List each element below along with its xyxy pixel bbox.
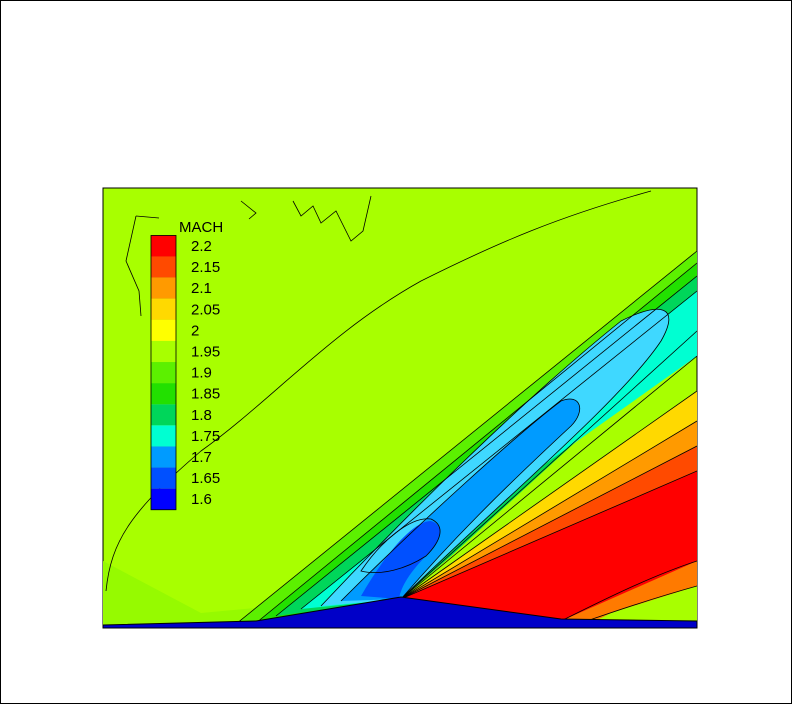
contour-line <box>135 215 160 219</box>
contour-line <box>340 398 581 602</box>
colorbar-frame <box>150 235 177 511</box>
colorbar-tick-label: 1.8 <box>191 407 212 424</box>
contour-line <box>125 215 142 317</box>
colorbar-tick-label: 2.2 <box>191 238 212 255</box>
contour-line <box>400 470 697 600</box>
colorbar-tick-label: 2.05 <box>191 301 220 318</box>
colorbar-swatches <box>150 235 177 511</box>
colorbar-title: MACH <box>179 219 223 236</box>
colorbar-swatch <box>151 235 176 257</box>
colorbar-tick-label: 2.1 <box>191 280 212 297</box>
colorbar-tick-label: 1.85 <box>191 386 220 403</box>
colorbar-swatch <box>151 277 176 299</box>
contour-line <box>400 355 697 600</box>
colorbar-legend: MACH 2.2 2.15 2.1 2.05 2 1.95 1.9 1.85 1.8 1.75 1.… <box>150 219 223 511</box>
contour-line <box>105 190 652 592</box>
contour-line <box>320 308 670 607</box>
colorbar-swatch <box>151 425 176 447</box>
colorbar-swatch <box>151 362 176 384</box>
colorbar-labels: 2.2 2.15 2.1 2.05 2 1.95 1.9 1.85 1.8 1.75 1.7 1.65… <box>191 238 220 508</box>
contour-line <box>400 420 697 600</box>
contour-line <box>255 262 697 624</box>
contour-field <box>103 190 697 628</box>
contour-lines <box>105 190 697 628</box>
colorbar-tick-label: 1.9 <box>191 365 212 382</box>
contour-region-220 <box>401 471 697 621</box>
colorbar-swatch <box>151 488 176 510</box>
contour-line <box>580 585 697 624</box>
colorbar-tick-label: 1.95 <box>191 344 220 361</box>
wedge-body <box>103 596 697 628</box>
colorbar-swatch <box>151 446 176 468</box>
contour-line <box>400 390 697 600</box>
colorbar-swatch <box>151 340 176 363</box>
colorbar-tick-label: 1.7 <box>191 449 212 466</box>
colorbar-tick-label: 2.15 <box>191 259 220 276</box>
colorbar-tick-label: 1.65 <box>191 470 220 487</box>
colorbar-swatch <box>151 404 176 426</box>
contour-line <box>292 195 372 242</box>
colorbar-tick-label: 2 <box>191 322 199 339</box>
contour-line <box>240 200 257 220</box>
colorbar-tick-label: 1.6 <box>191 491 212 508</box>
contour-region-downstream-low <box>581 586 697 628</box>
colorbar-swatch <box>151 319 176 341</box>
colorbar-swatch <box>151 298 176 320</box>
colorbar-swatch <box>151 383 176 405</box>
colorbar-swatch <box>151 467 176 489</box>
contour-line <box>230 250 697 628</box>
contour-line <box>275 275 697 617</box>
contour-line <box>400 445 697 600</box>
contour-line <box>560 560 697 622</box>
colorbar-tick-label: 1.75 <box>191 428 220 445</box>
contour-line <box>360 518 441 574</box>
contour-line <box>400 330 697 600</box>
colorbar-swatch <box>151 256 176 278</box>
contour-line <box>300 290 697 610</box>
contour-region-165 <box>361 521 441 599</box>
